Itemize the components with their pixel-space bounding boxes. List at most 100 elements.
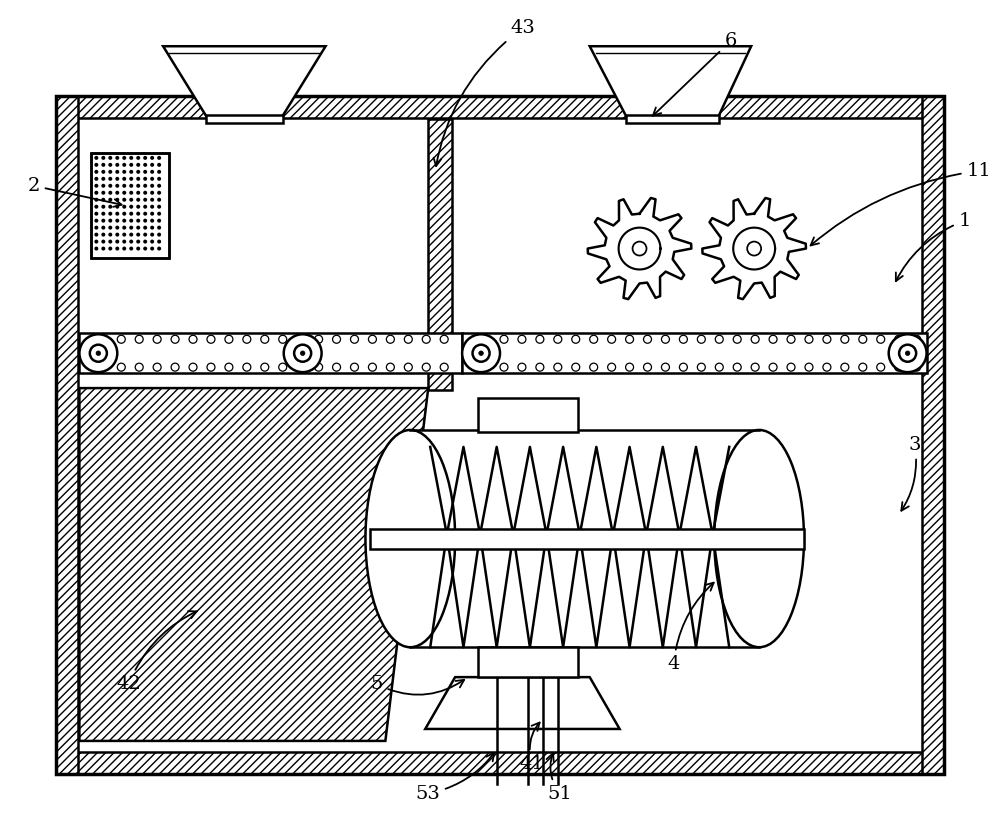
Circle shape bbox=[108, 163, 112, 167]
Circle shape bbox=[129, 156, 133, 160]
Circle shape bbox=[94, 177, 98, 181]
Circle shape bbox=[284, 334, 322, 372]
Circle shape bbox=[122, 156, 126, 160]
Circle shape bbox=[115, 204, 119, 208]
Circle shape bbox=[536, 335, 544, 344]
Circle shape bbox=[805, 335, 813, 344]
Circle shape bbox=[243, 363, 251, 371]
Text: 4: 4 bbox=[667, 583, 714, 673]
Circle shape bbox=[143, 177, 147, 181]
Circle shape bbox=[404, 363, 412, 371]
Circle shape bbox=[153, 335, 161, 344]
Circle shape bbox=[115, 156, 119, 160]
Circle shape bbox=[108, 226, 112, 229]
Circle shape bbox=[150, 177, 154, 181]
Circle shape bbox=[157, 170, 161, 173]
Circle shape bbox=[136, 156, 140, 160]
Circle shape bbox=[101, 204, 105, 208]
Circle shape bbox=[122, 247, 126, 250]
Circle shape bbox=[94, 247, 98, 250]
Circle shape bbox=[101, 198, 105, 202]
Circle shape bbox=[733, 363, 741, 371]
Bar bbox=[922, 96, 944, 774]
Circle shape bbox=[150, 191, 154, 195]
Circle shape bbox=[150, 219, 154, 223]
Circle shape bbox=[422, 363, 430, 371]
Circle shape bbox=[482, 363, 490, 371]
Circle shape bbox=[500, 363, 508, 371]
Circle shape bbox=[150, 204, 154, 208]
Bar bbox=[91, 153, 169, 258]
Polygon shape bbox=[79, 388, 428, 741]
Circle shape bbox=[136, 233, 140, 237]
Circle shape bbox=[315, 335, 323, 344]
Circle shape bbox=[122, 177, 126, 181]
Circle shape bbox=[94, 163, 98, 167]
Circle shape bbox=[368, 335, 376, 344]
Circle shape bbox=[482, 335, 490, 344]
Circle shape bbox=[122, 226, 126, 229]
Circle shape bbox=[115, 198, 119, 202]
Text: 2: 2 bbox=[28, 177, 122, 207]
Circle shape bbox=[94, 156, 98, 160]
Circle shape bbox=[479, 351, 483, 355]
Circle shape bbox=[122, 183, 126, 188]
Circle shape bbox=[115, 183, 119, 188]
Circle shape bbox=[751, 335, 759, 344]
Circle shape bbox=[913, 335, 921, 344]
Circle shape bbox=[96, 351, 101, 355]
Circle shape bbox=[422, 335, 430, 344]
Circle shape bbox=[94, 219, 98, 223]
Circle shape bbox=[136, 212, 140, 216]
Circle shape bbox=[136, 198, 140, 202]
Circle shape bbox=[115, 247, 119, 250]
Circle shape bbox=[150, 163, 154, 167]
Circle shape bbox=[590, 335, 598, 344]
Circle shape bbox=[115, 191, 119, 195]
Circle shape bbox=[129, 191, 133, 195]
Circle shape bbox=[136, 170, 140, 173]
Circle shape bbox=[157, 247, 161, 250]
Circle shape bbox=[572, 363, 580, 371]
Circle shape bbox=[101, 156, 105, 160]
Circle shape bbox=[805, 363, 813, 371]
Circle shape bbox=[518, 363, 526, 371]
Circle shape bbox=[895, 335, 903, 344]
Circle shape bbox=[386, 363, 394, 371]
Circle shape bbox=[94, 204, 98, 208]
Bar bbox=[410, 430, 759, 647]
Circle shape bbox=[294, 344, 311, 362]
Circle shape bbox=[153, 363, 161, 371]
Circle shape bbox=[787, 335, 795, 344]
Circle shape bbox=[108, 198, 112, 202]
Circle shape bbox=[350, 363, 358, 371]
Bar bbox=[428, 119, 452, 390]
Circle shape bbox=[462, 334, 500, 372]
Circle shape bbox=[297, 363, 305, 371]
Circle shape bbox=[877, 335, 885, 344]
Circle shape bbox=[108, 177, 112, 181]
Circle shape bbox=[608, 363, 616, 371]
Circle shape bbox=[94, 212, 98, 216]
Circle shape bbox=[518, 335, 526, 344]
Circle shape bbox=[108, 170, 112, 173]
Circle shape bbox=[122, 204, 126, 208]
Circle shape bbox=[769, 335, 777, 344]
Circle shape bbox=[225, 363, 233, 371]
Circle shape bbox=[143, 163, 147, 167]
Circle shape bbox=[207, 335, 215, 344]
Text: 41: 41 bbox=[520, 722, 545, 773]
Circle shape bbox=[143, 170, 147, 173]
Polygon shape bbox=[590, 46, 751, 119]
Circle shape bbox=[823, 335, 831, 344]
Circle shape bbox=[94, 198, 98, 202]
Circle shape bbox=[823, 363, 831, 371]
Circle shape bbox=[913, 363, 921, 371]
Circle shape bbox=[94, 239, 98, 244]
Circle shape bbox=[117, 335, 125, 344]
Circle shape bbox=[715, 363, 723, 371]
Circle shape bbox=[157, 183, 161, 188]
Circle shape bbox=[143, 233, 147, 237]
Circle shape bbox=[747, 242, 761, 255]
Circle shape bbox=[644, 363, 651, 371]
